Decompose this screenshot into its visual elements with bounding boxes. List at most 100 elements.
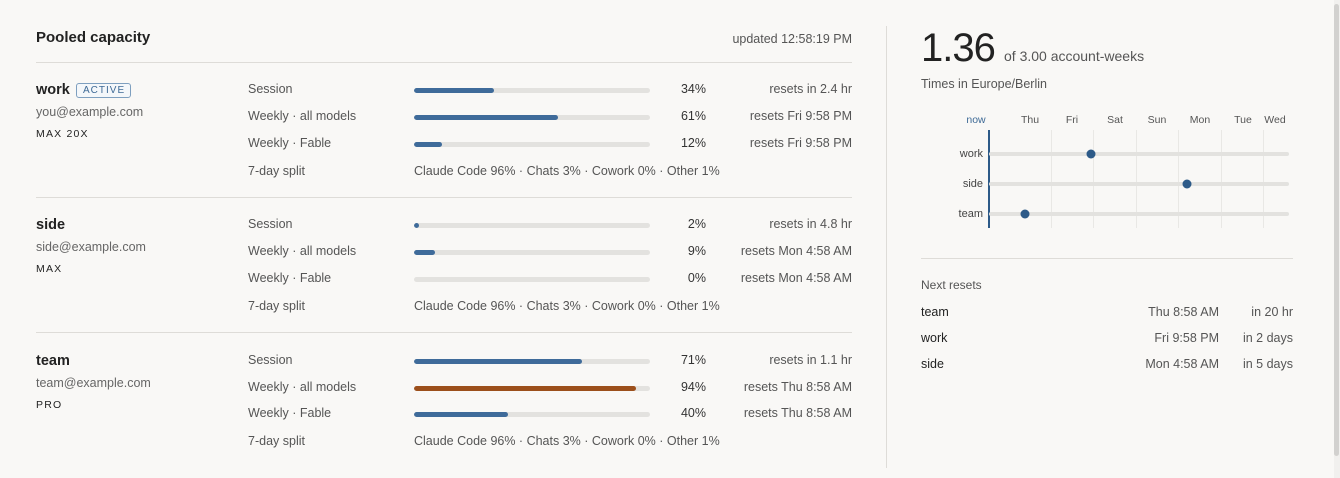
- usage-bar: [414, 386, 650, 391]
- row-label: Session: [248, 353, 293, 367]
- timeline-gridline: [1093, 130, 1094, 228]
- timeline-col-wed: Wed: [1264, 114, 1286, 126]
- split-label: 7-day split: [248, 434, 305, 448]
- split-row: 7-day split Claude Code 96% · Chats 3% ·…: [248, 299, 852, 317]
- timeline-col-mon: Mon: [1189, 114, 1211, 126]
- row-label: Session: [248, 217, 293, 231]
- usage-bar: [414, 142, 650, 147]
- next-reset-row: side Mon 4:58 AM in 5 days: [921, 357, 1293, 375]
- usage-row-weekly-fable: Weekly · Fable 12% resets Fri 9:58 PM: [248, 136, 852, 154]
- usage-bar-fill: [414, 386, 636, 391]
- reset-text: resets Mon 4:58 AM: [740, 271, 852, 285]
- usage-row-session: Session 34% resets in 2.4 hr: [248, 82, 852, 100]
- account-name: team: [36, 353, 70, 369]
- usage-percent: 40%: [680, 406, 706, 420]
- account-plan: MAX 20X: [36, 128, 89, 140]
- divider: [36, 332, 852, 333]
- usage-bar-fill: [414, 223, 420, 228]
- reset-text: resets Thu 8:58 AM: [743, 380, 852, 394]
- next-reset-when: Thu 8:58 AM: [1148, 305, 1219, 319]
- usage-bar: [414, 250, 650, 255]
- timeline-col-now: now: [966, 114, 986, 126]
- row-label: Weekly · all models: [248, 244, 357, 258]
- timeline-reset-dot: [1182, 179, 1192, 189]
- next-reset-in: in 20 hr: [1251, 305, 1293, 319]
- timeline-reset-dot: [1086, 149, 1096, 159]
- reset-text: resets in 2.4 hr: [769, 82, 852, 96]
- usage-row-weekly-all: Weekly · all models 94% resets Thu 8:58 …: [248, 380, 852, 398]
- usage-percent: 94%: [680, 380, 706, 394]
- timezone-note: Times in Europe/Berlin: [921, 77, 1047, 91]
- usage-percent: 9%: [687, 244, 706, 258]
- usage-percent: 2%: [687, 217, 706, 231]
- usage-percent: 34%: [680, 82, 706, 96]
- timeline-gridline: [1263, 130, 1264, 228]
- reset-text: resets Thu 8:58 AM: [743, 406, 852, 420]
- account-plan: PRO: [36, 399, 63, 411]
- timeline-row-label: team: [958, 208, 983, 220]
- account-team: team team@example.com PRO Session 71% re…: [36, 353, 852, 463]
- timeline-col-thu: Thu: [1020, 114, 1040, 126]
- reset-text: resets Fri 9:58 PM: [749, 109, 852, 123]
- timeline-reset-dot: [1020, 209, 1030, 219]
- next-reset-row: team Thu 8:58 AM in 20 hr: [921, 305, 1293, 323]
- timeline-now-line: [988, 130, 990, 228]
- split-label: 7-day split: [248, 164, 305, 178]
- next-reset-in: in 5 days: [1242, 357, 1293, 371]
- usage-bar: [414, 277, 650, 282]
- timeline-col-tue: Tue: [1234, 114, 1252, 126]
- split-text: Claude Code 96% · Chats 3% · Cowork 0% ·…: [414, 164, 720, 178]
- usage-bar-fill: [414, 115, 558, 120]
- reset-text: resets in 4.8 hr: [769, 217, 852, 231]
- split-row: 7-day split Claude Code 96% · Chats 3% ·…: [248, 434, 852, 452]
- usage-bar-fill: [414, 142, 443, 147]
- timeline-col-sat: Sat: [1107, 114, 1123, 126]
- usage-percent: 71%: [680, 353, 706, 367]
- pooled-total-of: of 3.00 account-weeks: [1004, 48, 1145, 64]
- split-text: Claude Code 96% · Chats 3% · Cowork 0% ·…: [414, 434, 720, 448]
- reset-text: resets Mon 4:58 AM: [740, 244, 852, 258]
- scrollbar-thumb[interactable]: [1334, 4, 1339, 456]
- timeline-col-sun: Sun: [1147, 114, 1167, 126]
- split-label: 7-day split: [248, 299, 305, 313]
- split-text: Claude Code 96% · Chats 3% · Cowork 0% ·…: [414, 299, 720, 313]
- pooled-total-value: 1.36: [921, 26, 996, 70]
- row-label: Weekly · all models: [248, 380, 357, 394]
- usage-row-session: Session 2% resets in 4.8 hr: [248, 217, 852, 235]
- timeline-gridline: [1221, 130, 1222, 228]
- row-label: Weekly · Fable: [248, 271, 332, 285]
- updated-timestamp: updated 12:58:19 PM: [732, 32, 852, 46]
- divider: [921, 258, 1293, 259]
- usage-row-weekly-fable: Weekly · Fable 40% resets Thu 8:58 AM: [248, 406, 852, 424]
- usage-row-weekly-fable: Weekly · Fable 0% resets Mon 4:58 AM: [248, 271, 852, 289]
- usage-bar: [414, 223, 650, 228]
- account-email: team@example.com: [36, 376, 151, 390]
- row-label: Weekly · Fable: [248, 136, 332, 150]
- panel-title: Pooled capacity: [36, 29, 151, 46]
- next-reset-name: team: [921, 305, 949, 319]
- row-label: Session: [248, 82, 293, 96]
- divider: [36, 197, 852, 198]
- timeline-row-label: work: [959, 148, 983, 160]
- panel-divider: [886, 26, 887, 468]
- scrollbar[interactable]: [1334, 0, 1340, 478]
- usage-row-weekly-all: Weekly · all models 9% resets Mon 4:58 A…: [248, 244, 852, 262]
- next-reset-when: Fri 9:58 PM: [1154, 331, 1219, 345]
- account-name: side: [36, 217, 66, 233]
- timeline-gridline: [1178, 130, 1179, 228]
- usage-bar-fill: [414, 359, 582, 364]
- timeline-gridline: [1136, 130, 1137, 228]
- account-email: side@example.com: [36, 240, 146, 254]
- usage-percent: 12%: [680, 136, 706, 150]
- reset-timeline: now Thu Fri Sat Sun Mon Tue Wed work sid…: [921, 110, 1293, 234]
- account-work: work ACTIVE you@example.com MAX 20X Sess…: [36, 82, 852, 192]
- timeline-track: [989, 182, 1289, 186]
- active-badge: ACTIVE: [76, 83, 132, 98]
- divider: [36, 62, 852, 63]
- timeline-gridline: [1051, 130, 1052, 228]
- account-email: you@example.com: [36, 105, 144, 119]
- next-reset-name: work: [921, 331, 948, 345]
- account-name: work: [36, 82, 70, 98]
- account-side: side side@example.com MAX Session 2% res…: [36, 217, 852, 327]
- usage-percent: 61%: [680, 109, 706, 123]
